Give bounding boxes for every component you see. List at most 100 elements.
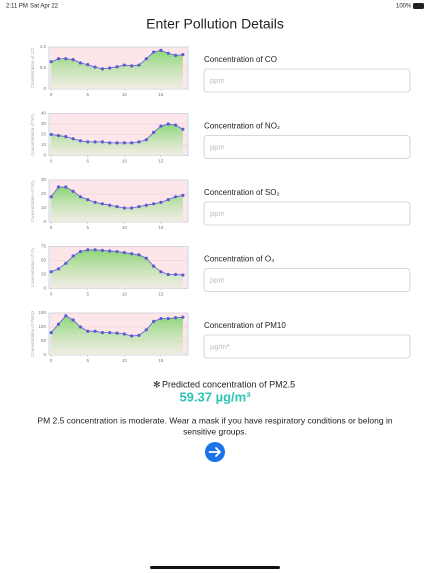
x-tick-label: 10: [122, 92, 128, 97]
point: [71, 318, 75, 322]
area: [51, 249, 183, 289]
y-tick-label: 10: [41, 142, 47, 147]
input-placeholder[interactable]: µg/m³: [210, 342, 230, 351]
sparkle-icon: ✻: [153, 379, 161, 389]
y-tick-label: 1.0: [40, 44, 47, 49]
y-tick-label: 150: [38, 310, 46, 315]
y-tick-label: 100: [38, 324, 46, 329]
battery-icon: [413, 3, 424, 9]
point: [86, 329, 90, 333]
input-label: Concentration of CO: [204, 55, 277, 64]
point: [173, 316, 178, 320]
y-tick-label: 30: [41, 177, 47, 182]
point: [144, 203, 148, 207]
home-indicator: [150, 566, 280, 569]
area: [51, 124, 183, 156]
point: [108, 141, 112, 145]
x-tick-label: 10: [122, 292, 128, 297]
point: [78, 195, 83, 199]
x-tick-label: 15: [158, 225, 164, 230]
point: [93, 65, 97, 69]
point: [100, 202, 105, 206]
x-tick-label: 0: [50, 292, 53, 297]
x-tick-label: 10: [122, 358, 128, 363]
submit-button[interactable]: [205, 442, 225, 462]
point: [56, 185, 61, 189]
y-tick-label: 0.5: [40, 65, 47, 70]
y-tick-label: 75: [41, 244, 47, 249]
y-tick-label: 50: [41, 338, 47, 343]
point: [93, 329, 97, 333]
point: [71, 189, 75, 193]
point: [122, 206, 126, 210]
point: [159, 270, 163, 274]
x-tick-label: 15: [158, 292, 164, 297]
point: [49, 132, 53, 137]
input-placeholder[interactable]: ppm: [210, 275, 225, 284]
input-field[interactable]: ppm: [203, 268, 411, 292]
point: [159, 200, 163, 204]
y-tick-label: 25: [41, 272, 47, 277]
y-axis-label: Concentration of PM10: [30, 310, 35, 357]
point: [122, 332, 126, 336]
point: [100, 140, 105, 144]
point: [100, 248, 105, 253]
point: [122, 251, 126, 255]
y-axis-label: Concentration of NO₂: [30, 113, 35, 156]
input-field[interactable]: ppm: [203, 135, 411, 159]
point: [100, 331, 105, 335]
point: [86, 198, 90, 202]
input-box[interactable]: [203, 201, 411, 226]
input-field[interactable]: µg/m³: [203, 334, 411, 359]
point: [78, 325, 83, 329]
input-field[interactable]: ppm: [203, 68, 411, 93]
point: [159, 48, 163, 52]
y-tick-label: 0: [43, 219, 46, 224]
point: [49, 270, 53, 274]
point: [152, 202, 156, 206]
point: [181, 315, 185, 319]
y-tick-label: 0: [43, 286, 46, 291]
point: [130, 206, 134, 210]
area: [51, 315, 183, 355]
point: [108, 249, 112, 253]
input-box[interactable]: [203, 68, 411, 93]
point: [93, 200, 97, 204]
point: [86, 248, 90, 252]
arrow-icon[interactable]: [208, 447, 221, 457]
point: [86, 63, 90, 67]
input-box[interactable]: [203, 135, 411, 159]
input-box[interactable]: [203, 268, 411, 292]
x-tick-label: 10: [122, 159, 128, 164]
point: [93, 248, 97, 252]
point: [144, 328, 148, 332]
y-axis-label: Concentration of O₃: [30, 248, 35, 288]
input-placeholder[interactable]: ppm: [210, 209, 225, 218]
point: [100, 67, 105, 71]
point: [144, 57, 148, 61]
y-axis-label: Concentration of CO: [30, 47, 35, 89]
point: [115, 331, 119, 335]
y-tick-label: 20: [41, 132, 47, 137]
point: [137, 63, 141, 67]
point: [122, 141, 126, 145]
point: [49, 195, 53, 199]
input-placeholder[interactable]: ppm: [210, 76, 225, 85]
point: [137, 205, 141, 209]
x-tick-label: 10: [122, 225, 128, 230]
input-placeholder[interactable]: ppm: [210, 142, 225, 151]
x-tick-label: 0: [50, 92, 53, 97]
y-tick-label: 0: [43, 352, 46, 357]
point: [173, 195, 178, 199]
input-label: Concentration of PM10: [204, 321, 286, 330]
y-tick-label: 30: [41, 121, 47, 126]
point: [115, 65, 119, 69]
point: [166, 122, 170, 126]
input-box[interactable]: [203, 334, 411, 359]
point: [130, 141, 134, 145]
point: [56, 57, 61, 61]
point: [49, 60, 53, 64]
input-field[interactable]: ppm: [203, 201, 411, 226]
point: [152, 130, 156, 134]
